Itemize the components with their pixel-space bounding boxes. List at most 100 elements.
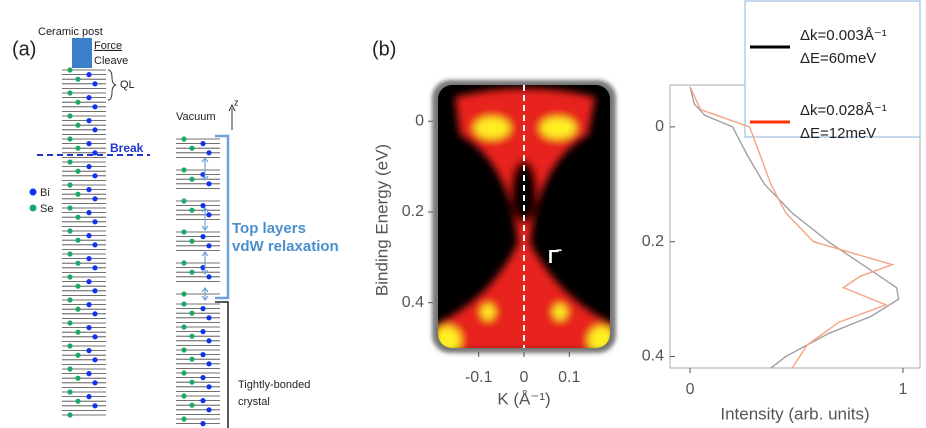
bi-atom bbox=[92, 265, 98, 271]
relax-label: vdW relaxation bbox=[232, 238, 339, 255]
legend-label: ΔE=60meV bbox=[800, 50, 876, 67]
bi-atom bbox=[86, 394, 92, 400]
se-atom bbox=[189, 269, 195, 275]
y-tick-label: 0 bbox=[415, 112, 424, 129]
se-atom bbox=[181, 301, 187, 307]
break-label: Break bbox=[110, 141, 144, 155]
se-atom bbox=[67, 205, 73, 211]
se-atom bbox=[67, 343, 73, 349]
bi-atom bbox=[92, 242, 98, 248]
se-atom bbox=[189, 238, 195, 244]
bi-atom bbox=[92, 334, 98, 340]
se-atom bbox=[181, 260, 187, 266]
se-atom bbox=[67, 412, 73, 418]
se-atom bbox=[75, 375, 81, 381]
se-atom bbox=[75, 76, 81, 82]
bi-atom bbox=[92, 104, 98, 110]
se-atom bbox=[67, 228, 73, 234]
x-tick-label: 0 bbox=[686, 381, 695, 398]
se-atom bbox=[181, 291, 187, 297]
bi-atom bbox=[86, 256, 92, 262]
panel-label: (b) bbox=[372, 38, 396, 60]
se-atom bbox=[67, 159, 73, 165]
se-atom bbox=[67, 136, 73, 142]
bulk-label: Tightly-bonded bbox=[238, 379, 310, 391]
cleave-label: Cleave bbox=[94, 55, 128, 67]
bi-atom bbox=[92, 173, 98, 179]
se-atom bbox=[67, 274, 73, 280]
bi-atom bbox=[206, 338, 212, 344]
se-atom bbox=[67, 366, 73, 372]
force-label: Force bbox=[94, 40, 122, 52]
gamma-label: Γ̄ bbox=[548, 247, 562, 267]
se-atom bbox=[67, 113, 73, 119]
ceramic-post bbox=[72, 38, 92, 68]
bi-atom bbox=[92, 380, 98, 386]
bi-atom bbox=[86, 141, 92, 147]
panel-label: (a) bbox=[12, 38, 36, 60]
se-atom bbox=[75, 214, 81, 220]
se-atom bbox=[189, 356, 195, 362]
bi-atom bbox=[92, 403, 98, 409]
vacuum-label: Vacuum bbox=[176, 111, 216, 123]
relax-label: Top layers bbox=[232, 220, 306, 237]
bi-atom bbox=[206, 212, 212, 218]
bi-atom bbox=[200, 234, 206, 240]
bi-atom bbox=[200, 141, 206, 147]
se-atom bbox=[75, 352, 81, 358]
bi-atom bbox=[86, 210, 92, 216]
se-atom bbox=[67, 320, 73, 326]
se-atom bbox=[67, 90, 73, 96]
se-atom bbox=[75, 237, 81, 243]
legend-label: Δk=0.003Å⁻¹ bbox=[800, 27, 887, 44]
se-atom bbox=[75, 260, 81, 266]
y-axis-label: Binding Energy (eV) bbox=[372, 144, 391, 296]
bi-atom bbox=[206, 181, 212, 187]
se-atom bbox=[67, 251, 73, 257]
se-atom bbox=[181, 198, 187, 204]
vdw-arrow bbox=[201, 157, 209, 181]
legend-label: ΔE=12meV bbox=[800, 125, 876, 142]
map-hot bbox=[474, 117, 510, 139]
bi-atom bbox=[86, 95, 92, 101]
bi-atom bbox=[86, 164, 92, 170]
bi-atom bbox=[86, 348, 92, 354]
se-atom bbox=[75, 283, 81, 289]
se-atom bbox=[75, 122, 81, 128]
legend-box bbox=[744, 0, 921, 138]
ql-label: QL bbox=[120, 79, 135, 91]
se-atom bbox=[75, 329, 81, 335]
bi-atom bbox=[86, 233, 92, 239]
se-atom bbox=[75, 99, 81, 105]
map-hot bbox=[553, 304, 567, 320]
bi-atom bbox=[206, 243, 212, 249]
bi-atom bbox=[86, 118, 92, 124]
vdw-arrow bbox=[201, 207, 209, 231]
y-tick-label: 0 bbox=[655, 118, 664, 135]
bi-atom bbox=[206, 407, 212, 413]
bi-atom bbox=[92, 219, 98, 225]
bi-atom bbox=[200, 352, 206, 358]
se-atom bbox=[189, 310, 195, 316]
se-atom bbox=[181, 416, 187, 422]
bi-atom bbox=[92, 288, 98, 294]
bi-atom bbox=[206, 315, 212, 321]
x-tick-label: -0.1 bbox=[465, 369, 493, 386]
se-atom bbox=[67, 389, 73, 395]
x-axis-label: K (Å⁻¹) bbox=[497, 389, 550, 408]
z-label: z bbox=[234, 97, 239, 107]
post-label: Ceramic post bbox=[38, 26, 103, 38]
se-atom bbox=[181, 324, 187, 330]
y-tick-label: 0.2 bbox=[642, 233, 664, 250]
bi-label: Bi bbox=[40, 187, 50, 199]
vdw-arrow bbox=[201, 251, 209, 275]
se-atom bbox=[189, 402, 195, 408]
map-hot bbox=[540, 117, 576, 139]
arpes-map bbox=[432, 80, 616, 353]
bi-atom bbox=[200, 306, 206, 312]
se-atom bbox=[189, 176, 195, 182]
relax-bracket bbox=[215, 134, 230, 300]
se-atom bbox=[189, 333, 195, 339]
legend-label: Δk=0.028Å⁻¹ bbox=[800, 102, 887, 119]
